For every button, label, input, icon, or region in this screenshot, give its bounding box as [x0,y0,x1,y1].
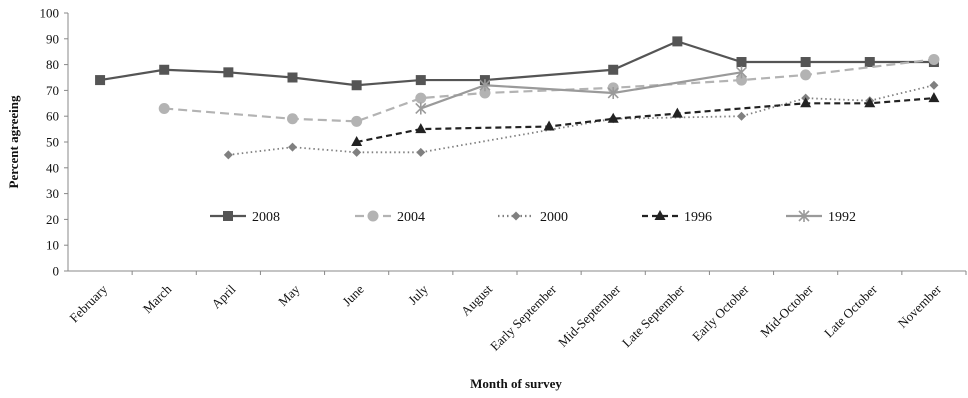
data-point-1996 [543,120,555,131]
series-2000 [223,80,939,160]
data-point-2008 [159,64,170,75]
y-tick-label: 50 [46,135,59,150]
series-1992 [415,66,748,115]
x-tick-label: February [66,281,110,325]
x-tick-label: Early October [689,281,752,344]
x-tick-label: July [405,281,431,307]
data-point-2008 [736,57,747,68]
axes [64,12,967,275]
legend-label: 1992 [828,210,856,225]
y-axis-title: Percent agreeing [6,95,21,189]
legend-label: 2008 [252,210,280,225]
y-tick-label: 100 [40,6,60,21]
series-2008 [95,36,939,91]
data-point-1996 [864,97,876,108]
y-tick-label: 80 [46,57,59,72]
x-tick-label: Early September [487,281,560,354]
y-tick-label: 70 [46,83,59,98]
data-point-2004 [287,113,298,125]
data-point-2000 [223,150,233,160]
x-tick-label: November [895,281,945,331]
legend-label: 2004 [397,210,425,225]
legend-marker [798,210,810,222]
y-tick-label: 20 [46,212,59,227]
x-tick-label: April [208,281,238,311]
data-point-1992 [735,66,748,79]
x-axis-title: Month of survey [470,376,562,391]
data-point-1992 [415,102,427,115]
data-point-2004 [415,92,427,104]
legend-item-2008: 2008 [210,210,280,225]
data-point-2004 [800,69,812,81]
data-point-2008 [351,80,362,91]
y-tick-labels: 0 10 20 30 40 50 60 70 80 90 100 [40,6,60,279]
x-tick-label: June [339,281,367,309]
x-tick-label: Late September [619,281,688,350]
data-point-2004 [736,74,747,86]
data-point-2004 [158,102,170,114]
legend-marker [654,210,666,220]
data-point-2004 [351,115,363,127]
y-tick-label: 60 [46,109,59,124]
y-tick-label: 0 [53,264,60,279]
data-point-2008 [608,64,619,75]
data-point-1996 [351,136,363,146]
data-point-2000 [352,147,362,157]
x-tick-labels: February March April May June July AugustEarly… [66,281,944,354]
y-tick-label: 40 [46,160,59,175]
y-tick-label: 90 [46,31,59,46]
data-point-2008 [95,75,106,86]
x-tick-label: March [140,281,175,316]
series-1996 [351,92,940,146]
data-point-2004 [928,53,940,65]
data-point-1996 [800,97,812,108]
data-point-1996 [607,112,619,123]
legend-item-2004: 2004 [355,210,425,225]
series-line-1996 [356,97,935,144]
series-2004 [158,53,940,127]
data-point-1996 [415,123,427,134]
y-tick-label: 10 [46,238,59,253]
legend-item-1992: 1992 [786,210,856,225]
data-point-2000 [416,147,426,157]
legend-label: 2000 [540,210,568,225]
legend-marker [511,211,521,221]
data-point-2008 [864,57,875,68]
y-tick-label: 30 [46,186,59,201]
data-point-1996 [928,92,940,103]
data-point-2008 [800,57,811,68]
x-tick-label: Mid-October [757,281,816,340]
data-point-1992 [607,86,619,99]
data-point-2000 [288,142,297,152]
legend-item-2000: 2000 [498,210,568,225]
data-point-2008 [672,36,683,47]
series-line-2004 [164,58,935,123]
data-point-2000 [737,111,746,121]
legend: 2008 2004 2000 1996 1992 [210,210,856,225]
x-tick-label: Mid-September [555,281,624,350]
x-tick-label: August [458,281,495,318]
data-point-1992 [479,79,491,92]
legend-marker [367,210,379,222]
x-tick-label: May [275,281,303,309]
data-point-2008 [223,67,234,78]
legend-item-1996: 1996 [642,210,712,225]
legend-marker [223,211,233,221]
data-point-2000 [929,80,939,90]
series-group [95,36,940,160]
data-point-2004 [479,87,491,99]
data-point-1996 [671,107,683,118]
legend-label: 1996 [684,210,712,225]
data-point-2008 [415,75,426,86]
data-point-2008 [287,72,298,83]
x-tick-label: Late October [821,281,880,340]
series-line-1992 [420,71,742,110]
